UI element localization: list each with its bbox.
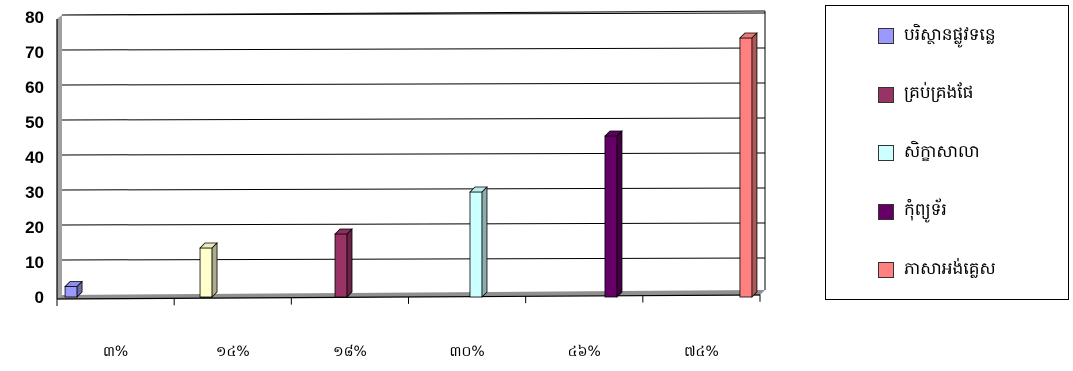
x-tick-label: ៣០% [449, 344, 484, 360]
legend-swatch [878, 86, 894, 103]
legend-item: ភាសាអង់គ្លេស [878, 257, 996, 283]
x-tick-label: ១៤% [216, 344, 250, 360]
x-axis-labels: ៣% ១៤% ១៨% ៣០% ៤៦% ៧៤% [103, 344, 719, 360]
bar-front [199, 247, 213, 298]
legend-label: សិក្ខាសាលា [904, 141, 980, 162]
y-tick-label: 0 [35, 288, 44, 307]
bar [603, 130, 623, 298]
legend: បរិស្ថានផ្លូវទន្លេគ្រប់គ្រងផែសិក្ខាសាលាក… [825, 5, 1069, 300]
bars [64, 32, 758, 298]
plot-top-border [61, 10, 766, 16]
legend-item: កុំព្យូទ័រ [878, 199, 947, 225]
legend-label: ភាសាអង់គ្លេស [904, 258, 996, 279]
bar-side [211, 242, 218, 298]
y-tick-label: 10 [25, 253, 44, 272]
legend-label: កុំព្យូទ័រ [904, 200, 947, 220]
legend-swatch [878, 262, 894, 278]
legend-label: បរិស្ថានផ្លូវទន្លេ [904, 24, 996, 45]
y-tick-label: 40 [25, 148, 44, 167]
gridline [61, 222, 766, 226]
bar-side [76, 280, 83, 298]
y-tick-label: 20 [25, 218, 44, 237]
gridline [61, 117, 766, 121]
legend-item: គ្រប់គ្រងផែ [878, 82, 973, 108]
bar-chart: 0 10 20 30 40 50 60 70 80 ៣% ១៤% ១៨% ៣០% ៤៦% ៧៤% [25, 8, 766, 360]
y-tick-label: 30 [25, 183, 44, 202]
y-tick-label: 50 [25, 113, 44, 132]
x-axis-ticks [56, 294, 761, 306]
bar-front [334, 233, 348, 298]
legend-item: បរិស្ថានផ្លូវទន្លេ [878, 23, 996, 49]
bar-front [739, 37, 753, 298]
legend-swatch [878, 203, 894, 220]
y-tick-label: 60 [25, 78, 44, 97]
bar [469, 186, 488, 298]
x-tick-label: ៧៤% [684, 344, 719, 360]
gridline [61, 152, 766, 156]
bar-front [64, 286, 78, 298]
legend-item: សិក្ខាសាលា [878, 140, 980, 166]
y-tick-label: 70 [25, 43, 44, 62]
gridline [61, 47, 766, 51]
bar [199, 242, 219, 298]
legend-swatch [878, 28, 894, 44]
left-wall [57, 15, 62, 299]
bar-front [469, 191, 483, 298]
bar-side [751, 32, 758, 298]
x-tick-label: ១៨% [333, 344, 367, 360]
bar [738, 32, 758, 298]
gridline [61, 187, 766, 191]
legend-label: គ្រប់គ្រងផែ [904, 83, 974, 103]
bar [64, 280, 84, 298]
bar-side [616, 130, 623, 298]
bar [334, 228, 353, 298]
y-axis-labels: 0 10 20 30 40 50 60 70 80 [25, 8, 44, 307]
floor [57, 290, 765, 299]
x-tick-label: ៣% [103, 344, 128, 360]
legend-swatch [878, 145, 894, 161]
y-tick-label: 80 [25, 8, 44, 27]
bar-side [346, 228, 353, 298]
gridline [61, 82, 766, 86]
x-tick-label: ៤៦% [568, 344, 601, 360]
bar-front [604, 135, 618, 298]
bar-side [481, 186, 488, 298]
gridline [61, 257, 766, 261]
